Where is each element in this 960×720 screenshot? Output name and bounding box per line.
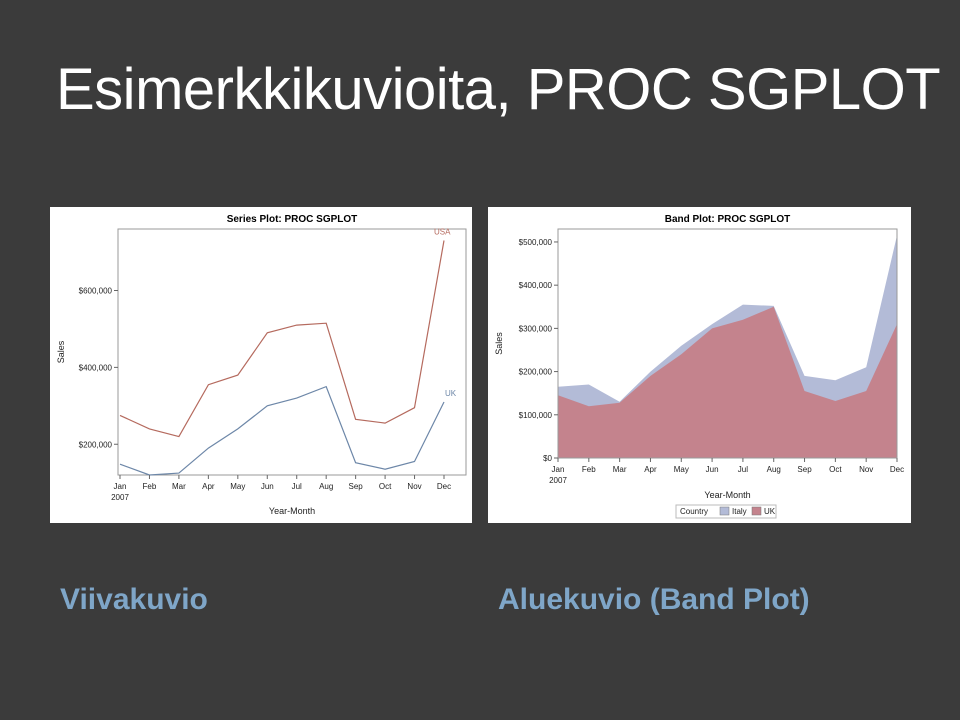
y-tick-label: $400,000 xyxy=(519,281,553,290)
x-tick-label: Mar xyxy=(172,482,186,491)
chart-title: Series Plot: PROC SGPLOT xyxy=(227,214,358,225)
caption-line-plot: Viivakuvio xyxy=(60,583,208,616)
x-tick-label: Apr xyxy=(202,482,215,491)
x-tick-label: Feb xyxy=(582,465,596,474)
x-tick-label: May xyxy=(230,482,245,491)
legend-swatch-italy xyxy=(719,506,730,516)
band-plot-chart: Band Plot: PROC SGPLOT $0 $100,000 $200,000… xyxy=(494,214,904,519)
x-axis-label: Year-Month xyxy=(269,506,315,516)
y-axis-label: Sales xyxy=(494,332,504,355)
plot-frame xyxy=(117,228,467,476)
x-tick-label: Jun xyxy=(706,465,719,474)
x-tick-label: Jan xyxy=(114,482,127,491)
x-tick-label: Oct xyxy=(829,465,842,474)
x-tick-label: Aug xyxy=(767,465,781,474)
y-tick-label: $500,000 xyxy=(519,238,553,247)
x-tick-label: Apr xyxy=(644,465,657,474)
x-tick-year-label: 2007 xyxy=(549,476,567,485)
x-tick-label: Feb xyxy=(143,482,157,491)
y-axis-label: Sales xyxy=(56,340,66,363)
x-tick-label: Sep xyxy=(349,482,364,491)
legend-swatch-uk xyxy=(751,506,762,516)
x-tick-label: Oct xyxy=(379,482,392,491)
y-tick-label: $400,000 xyxy=(79,363,113,372)
series-line-uk xyxy=(119,385,445,476)
y-tick-label: $0 xyxy=(543,454,552,463)
x-axis-label: Year-Month xyxy=(704,490,750,500)
x-tick-label: Jul xyxy=(738,465,748,474)
y-tick-label: $200,000 xyxy=(79,440,113,449)
series-label-uk: UK xyxy=(445,389,457,398)
x-tick-label: Dec xyxy=(890,465,904,474)
caption-band-plot: Aluekuvio (Band Plot) xyxy=(498,583,810,616)
x-tick-label: Dec xyxy=(437,482,451,491)
x-tick-label: Jul xyxy=(292,482,302,491)
x-tick-label: Nov xyxy=(407,482,421,491)
x-tick-label: Aug xyxy=(319,482,333,491)
band-plot-panel: Band Plot: PROC SGPLOT $0 $100,000 $200,000… xyxy=(488,207,911,523)
y-tick-label: $100,000 xyxy=(519,411,553,420)
x-tick-year-label: 2007 xyxy=(111,493,129,502)
chart-title: Band Plot: PROC SGPLOT xyxy=(665,214,791,225)
legend-title: Country xyxy=(680,507,708,516)
series-line-usa xyxy=(119,240,445,438)
legend-label-uk: UK xyxy=(764,507,776,516)
x-tick-label: Mar xyxy=(613,465,627,474)
legend-label-italy: Italy xyxy=(732,507,747,516)
legend-box xyxy=(675,504,777,519)
x-tick-label: Nov xyxy=(859,465,873,474)
y-tick-label: $300,000 xyxy=(519,324,553,333)
band-uk xyxy=(558,306,897,458)
x-tick-label: Sep xyxy=(797,465,812,474)
plot-frame xyxy=(557,228,898,459)
series-label-usa: USA xyxy=(434,228,451,237)
slide-title: Esimerkkikuvioita, PROC SGPLOT xyxy=(56,57,941,122)
series-plot-panel: Series Plot: PROC SGPLOT USA UK $200,000 $40… xyxy=(50,207,472,523)
series-plot-chart: Series Plot: PROC SGPLOT USA UK $200,000 $40… xyxy=(56,214,467,516)
y-tick-label: $200,000 xyxy=(519,368,553,377)
y-tick-label: $600,000 xyxy=(79,287,113,296)
x-tick-label: Jan xyxy=(552,465,565,474)
x-tick-label: May xyxy=(674,465,689,474)
x-tick-label: Jun xyxy=(261,482,274,491)
